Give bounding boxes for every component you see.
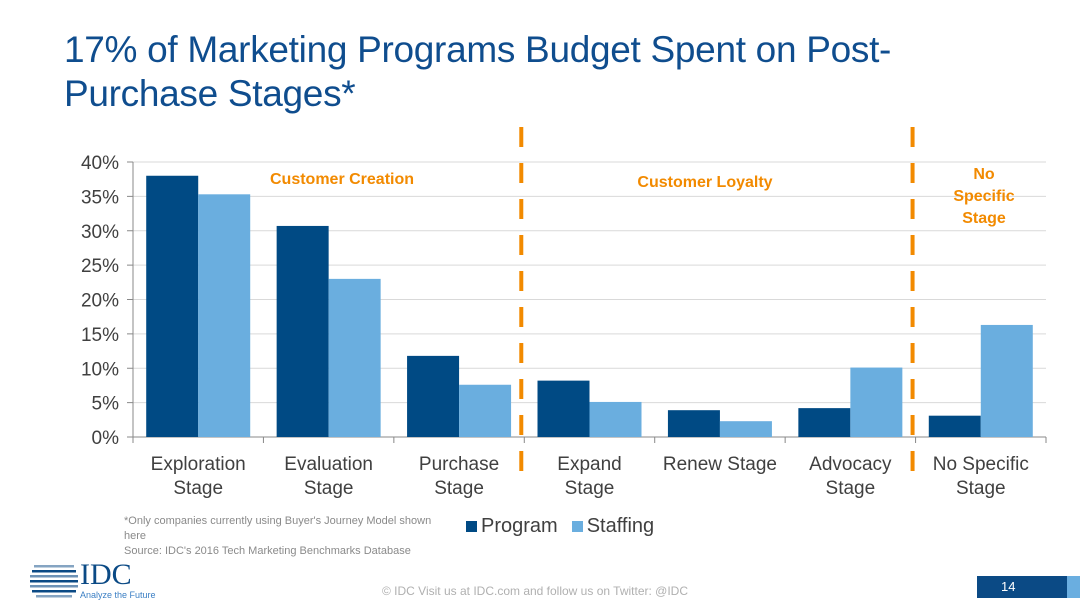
logo-text: IDC — [80, 558, 132, 591]
bar-staffing — [589, 401, 642, 437]
x-tick-label: Exploration — [151, 454, 246, 475]
y-tick-label: 20% — [81, 291, 119, 312]
x-tick-label: Stage — [565, 478, 615, 499]
annotation-no-specific-stage: Stage — [962, 210, 1006, 227]
y-tick-label: 25% — [81, 256, 119, 277]
bar-program — [928, 415, 981, 437]
legend-staffing: Staffing — [571, 515, 654, 538]
bar-program — [798, 408, 851, 437]
x-tick-label: Stage — [304, 478, 354, 499]
annotation-no-specific-stage: No — [973, 166, 995, 183]
bar-staffing — [980, 324, 1033, 437]
slide-title: 17% of Marketing Programs Budget Spent o… — [64, 29, 892, 114]
x-tick-label: Renew Stage — [663, 454, 777, 475]
bar-program — [537, 380, 590, 437]
bar-program — [667, 410, 720, 437]
footnote: *Only companies currently using Buyer's … — [124, 514, 454, 559]
x-tick-label: Purchase — [419, 454, 499, 475]
x-tick-label: Stage — [434, 478, 484, 499]
x-tick-label: No Specific — [933, 454, 1029, 475]
bar-program — [407, 355, 460, 437]
bar-program — [146, 175, 199, 437]
y-tick-label: 30% — [81, 222, 119, 243]
idc-globe-logo-icon — [30, 565, 78, 598]
logo-tagline: Analyze the Future — [80, 590, 156, 600]
bar-staffing — [459, 384, 512, 437]
x-tick-label: Evaluation — [284, 454, 373, 475]
footnote-source: Source: IDC's 2016 Tech Marketing Benchm… — [124, 545, 411, 557]
y-tick-label: 0% — [92, 428, 120, 449]
x-tick-label: Stage — [173, 478, 223, 499]
x-tick-label: Expand — [557, 454, 621, 475]
y-tick-label: 5% — [92, 394, 120, 415]
y-tick-label: 35% — [81, 187, 119, 208]
bar-staffing — [850, 367, 903, 437]
annotation-customer-loyalty: Customer Loyalty — [637, 174, 772, 191]
bar-staffing — [719, 421, 772, 437]
footer-text: © IDC Visit us at IDC.com and follow us … — [382, 584, 689, 598]
x-tick-label: Stage — [956, 478, 1006, 499]
page-number: 14 — [977, 576, 1067, 598]
bar-program — [276, 225, 329, 437]
x-tick-label: Stage — [826, 478, 876, 499]
legend-program: Program — [466, 515, 558, 538]
x-tick-label: Advocacy — [809, 454, 892, 475]
bar-staffing — [198, 194, 251, 437]
footnote-note: *Only companies currently using Buyer's … — [124, 515, 432, 542]
y-tick-label: 15% — [81, 325, 119, 346]
bar-staffing — [328, 278, 381, 437]
page-accent — [1067, 576, 1080, 598]
y-tick-label: 40% — [81, 153, 119, 174]
annotation-customer-creation: Customer Creation — [270, 171, 414, 188]
annotation-no-specific-stage: Specific — [953, 188, 1014, 205]
y-tick-label: 10% — [81, 359, 119, 380]
legend: Program Staffing — [466, 515, 654, 538]
